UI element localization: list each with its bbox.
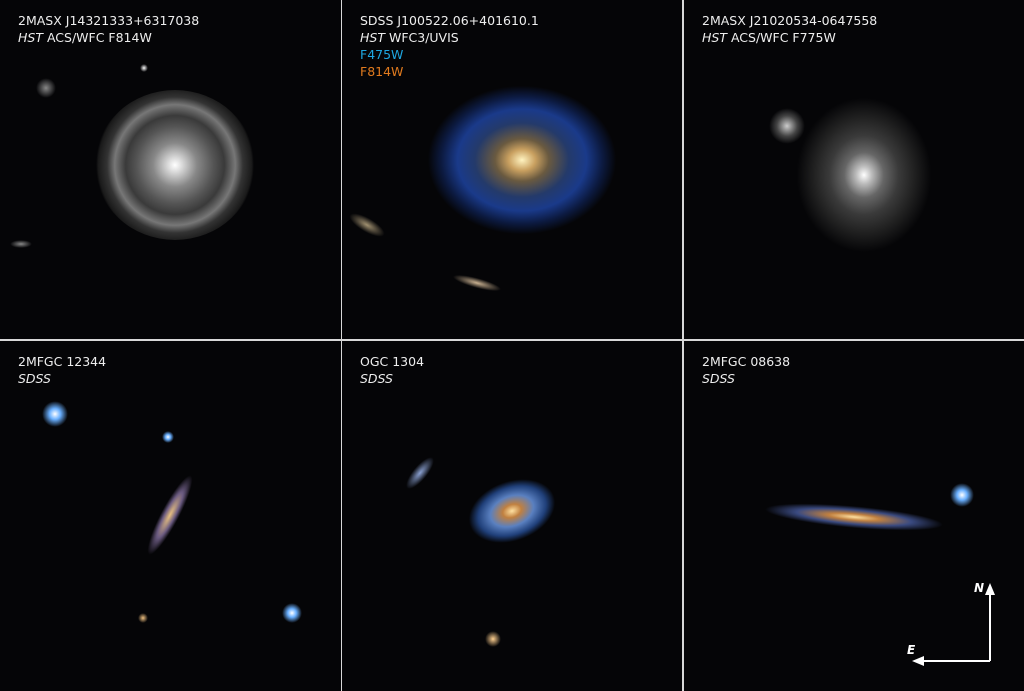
edge-on-galaxy: [140, 471, 200, 559]
star: [138, 613, 148, 623]
galaxy-name: 2MASX J21020534-0647558: [702, 13, 878, 28]
filter-f814w: F814W: [360, 64, 404, 79]
star: [282, 603, 302, 623]
companion-galaxy: [769, 108, 805, 144]
star: [140, 64, 148, 72]
panel-2mass-j2102: 2MASX J21020534-0647558 HST ACS/WFC F775W: [684, 0, 1024, 339]
instrument-label: ACS/WFC F814W: [42, 30, 152, 45]
instrument-label: WFC3/UVIS: [384, 30, 459, 45]
galaxy-name: 2MFGC 08638: [702, 354, 791, 369]
galaxy: [401, 453, 439, 493]
compass-icon: [912, 583, 995, 666]
panel-2mfgc-12344: 2MFGC 12344 SDSS: [0, 341, 341, 691]
edge-on-galaxy: [346, 208, 388, 242]
star: [36, 78, 56, 98]
instrument-label: ACS/WFC F775W: [726, 30, 836, 45]
compass-north-label: N: [974, 581, 985, 595]
panel-2mass-j1432: 2MASX J14321333+6317038 HST ACS/WFC F814W: [0, 0, 341, 339]
panel-ogc-1304: OGC 1304 SDSS: [342, 341, 682, 691]
edge-on-galaxy: [763, 498, 945, 536]
star: [42, 401, 68, 427]
instrument-label: HST: [18, 30, 43, 45]
compass-east-label: E: [907, 643, 916, 657]
star: [162, 431, 174, 443]
spiral-galaxy: [459, 467, 565, 555]
galaxy-name: OGC 1304: [360, 354, 425, 369]
instrument-label: HST: [702, 30, 727, 45]
filter-f475w: F475W: [360, 47, 404, 62]
instrument-label: SDSS: [18, 371, 51, 386]
spiral-galaxy: [794, 95, 934, 255]
galaxy-name: 2MASX J14321333+6317038: [18, 13, 200, 28]
instrument-label: SDSS: [702, 371, 735, 386]
galaxy-name: 2MFGC 12344: [18, 354, 107, 369]
panel-sdss-j1005: SDSS J100522.06+401610.1 HST WFC3/UVIS F47…: [342, 0, 682, 339]
instrument-label: SDSS: [360, 371, 393, 386]
spiral-galaxy: [427, 85, 617, 235]
panel-2mfgc-08638: 2MFGC 08638 SDSS N E: [684, 341, 1024, 691]
edge-on-galaxy: [451, 271, 503, 295]
star: [950, 483, 974, 507]
instrument-label: HST: [360, 30, 385, 45]
galaxy-name: SDSS J100522.06+401610.1: [360, 13, 539, 28]
star: [10, 240, 32, 248]
star: [485, 631, 501, 647]
spiral-galaxy: [95, 90, 255, 240]
